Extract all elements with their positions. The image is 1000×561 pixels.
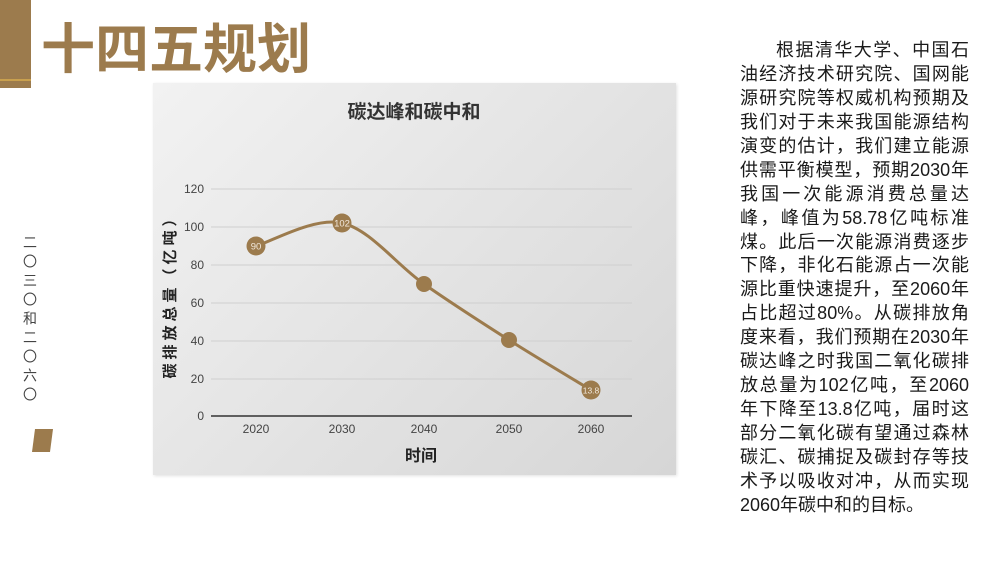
svg-text:2040: 2040 (411, 422, 438, 436)
svg-text:60: 60 (191, 296, 205, 310)
svg-text:90: 90 (251, 242, 262, 253)
svg-text:102: 102 (334, 219, 350, 230)
svg-text:13.8: 13.8 (583, 386, 600, 396)
svg-text:40: 40 (191, 334, 205, 348)
svg-text:时间: 时间 (405, 447, 437, 465)
svg-text:碳达峰和碳中和: 碳达峰和碳中和 (347, 101, 480, 123)
svg-text:80: 80 (191, 258, 205, 272)
svg-text:2030: 2030 (329, 422, 356, 436)
svg-text:2050: 2050 (496, 422, 523, 436)
svg-text:0: 0 (197, 409, 204, 423)
svg-text:120: 120 (184, 182, 204, 196)
svg-text:2020: 2020 (243, 422, 270, 436)
svg-text:100: 100 (184, 220, 204, 234)
svg-text:20: 20 (191, 372, 205, 386)
svg-text:2060: 2060 (578, 422, 605, 436)
svg-text:碳排放总量（亿吨）: 碳排放总量（亿吨） (161, 207, 179, 378)
